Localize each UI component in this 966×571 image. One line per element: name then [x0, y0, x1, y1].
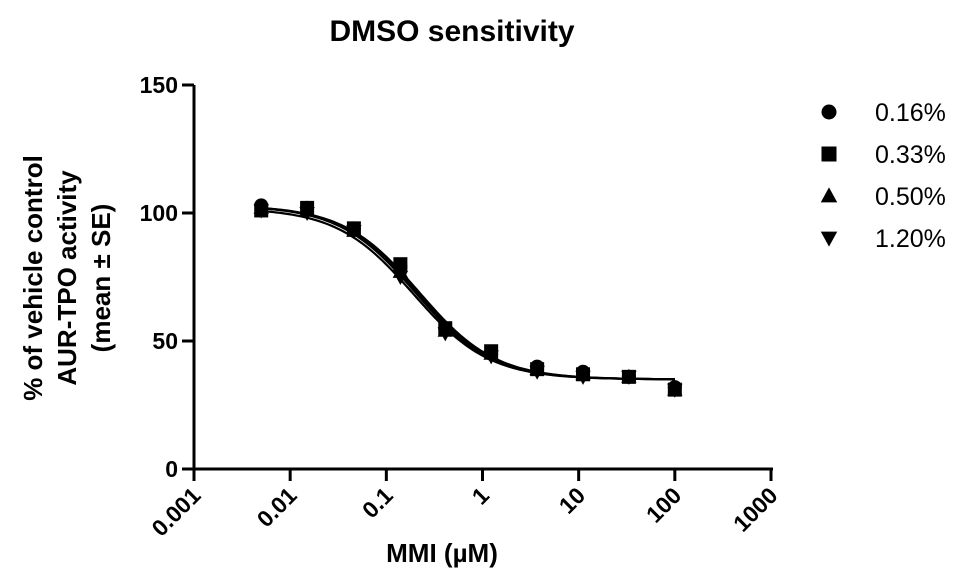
- legend-marker: [820, 231, 838, 247]
- data-point: [483, 350, 499, 365]
- y-tick-label: 150: [140, 72, 178, 98]
- data-point: [437, 327, 453, 342]
- data-point: [346, 224, 362, 239]
- y-tick-label: 0: [165, 456, 178, 482]
- data-point: [621, 370, 637, 385]
- axes: 0 50 100 150 0.001 0.01 0.1 1 10 100 1000: [140, 72, 783, 541]
- legend-label: 0.33%: [875, 141, 946, 169]
- x-tick-label: 1: [467, 482, 495, 510]
- y-tick-label: 50: [152, 328, 178, 354]
- legend-marker: [821, 104, 837, 120]
- data-point: [299, 207, 315, 222]
- x-tick-label: 0.01: [252, 482, 302, 532]
- y-axis-title: % of vehicle control AUR-TPO activity (mea…: [18, 155, 116, 401]
- y-axis-title-line: AUR-TPO activity: [52, 170, 82, 386]
- data-points: [253, 198, 683, 398]
- chart-title: DMSO sensitivity: [329, 15, 574, 48]
- x-tick-label: 1000: [728, 482, 783, 537]
- data-point: [529, 365, 545, 380]
- legend-marker: [821, 146, 837, 162]
- y-axis-title-line: (mean ± SE): [86, 204, 116, 353]
- fit-curve: [261, 207, 675, 381]
- data-point: [667, 383, 683, 398]
- legend-marker: [820, 187, 838, 203]
- x-axis-title: MMI (µM): [386, 538, 498, 568]
- x-tick-label: 10: [554, 482, 590, 518]
- data-point: [253, 204, 269, 219]
- fit-curve: [261, 209, 675, 381]
- legend-label: 0.16%: [875, 99, 946, 127]
- y-axis-title-line: % of vehicle control: [18, 155, 48, 401]
- x-tick-label: 0.001: [146, 482, 205, 541]
- x-tick-label: 0.1: [357, 482, 398, 523]
- fit-curves: [261, 206, 675, 381]
- y-tick-label: 100: [140, 200, 178, 226]
- data-point: [575, 370, 591, 385]
- fit-curve: [261, 207, 675, 381]
- legend-label: 1.20%: [875, 225, 946, 253]
- x-tick-label: 100: [641, 482, 687, 528]
- data-point: [392, 271, 409, 286]
- legend: 0.16% 0.33% 0.50% 1.20%: [820, 99, 946, 253]
- fit-curve: [261, 206, 675, 381]
- legend-label: 0.50%: [875, 183, 946, 211]
